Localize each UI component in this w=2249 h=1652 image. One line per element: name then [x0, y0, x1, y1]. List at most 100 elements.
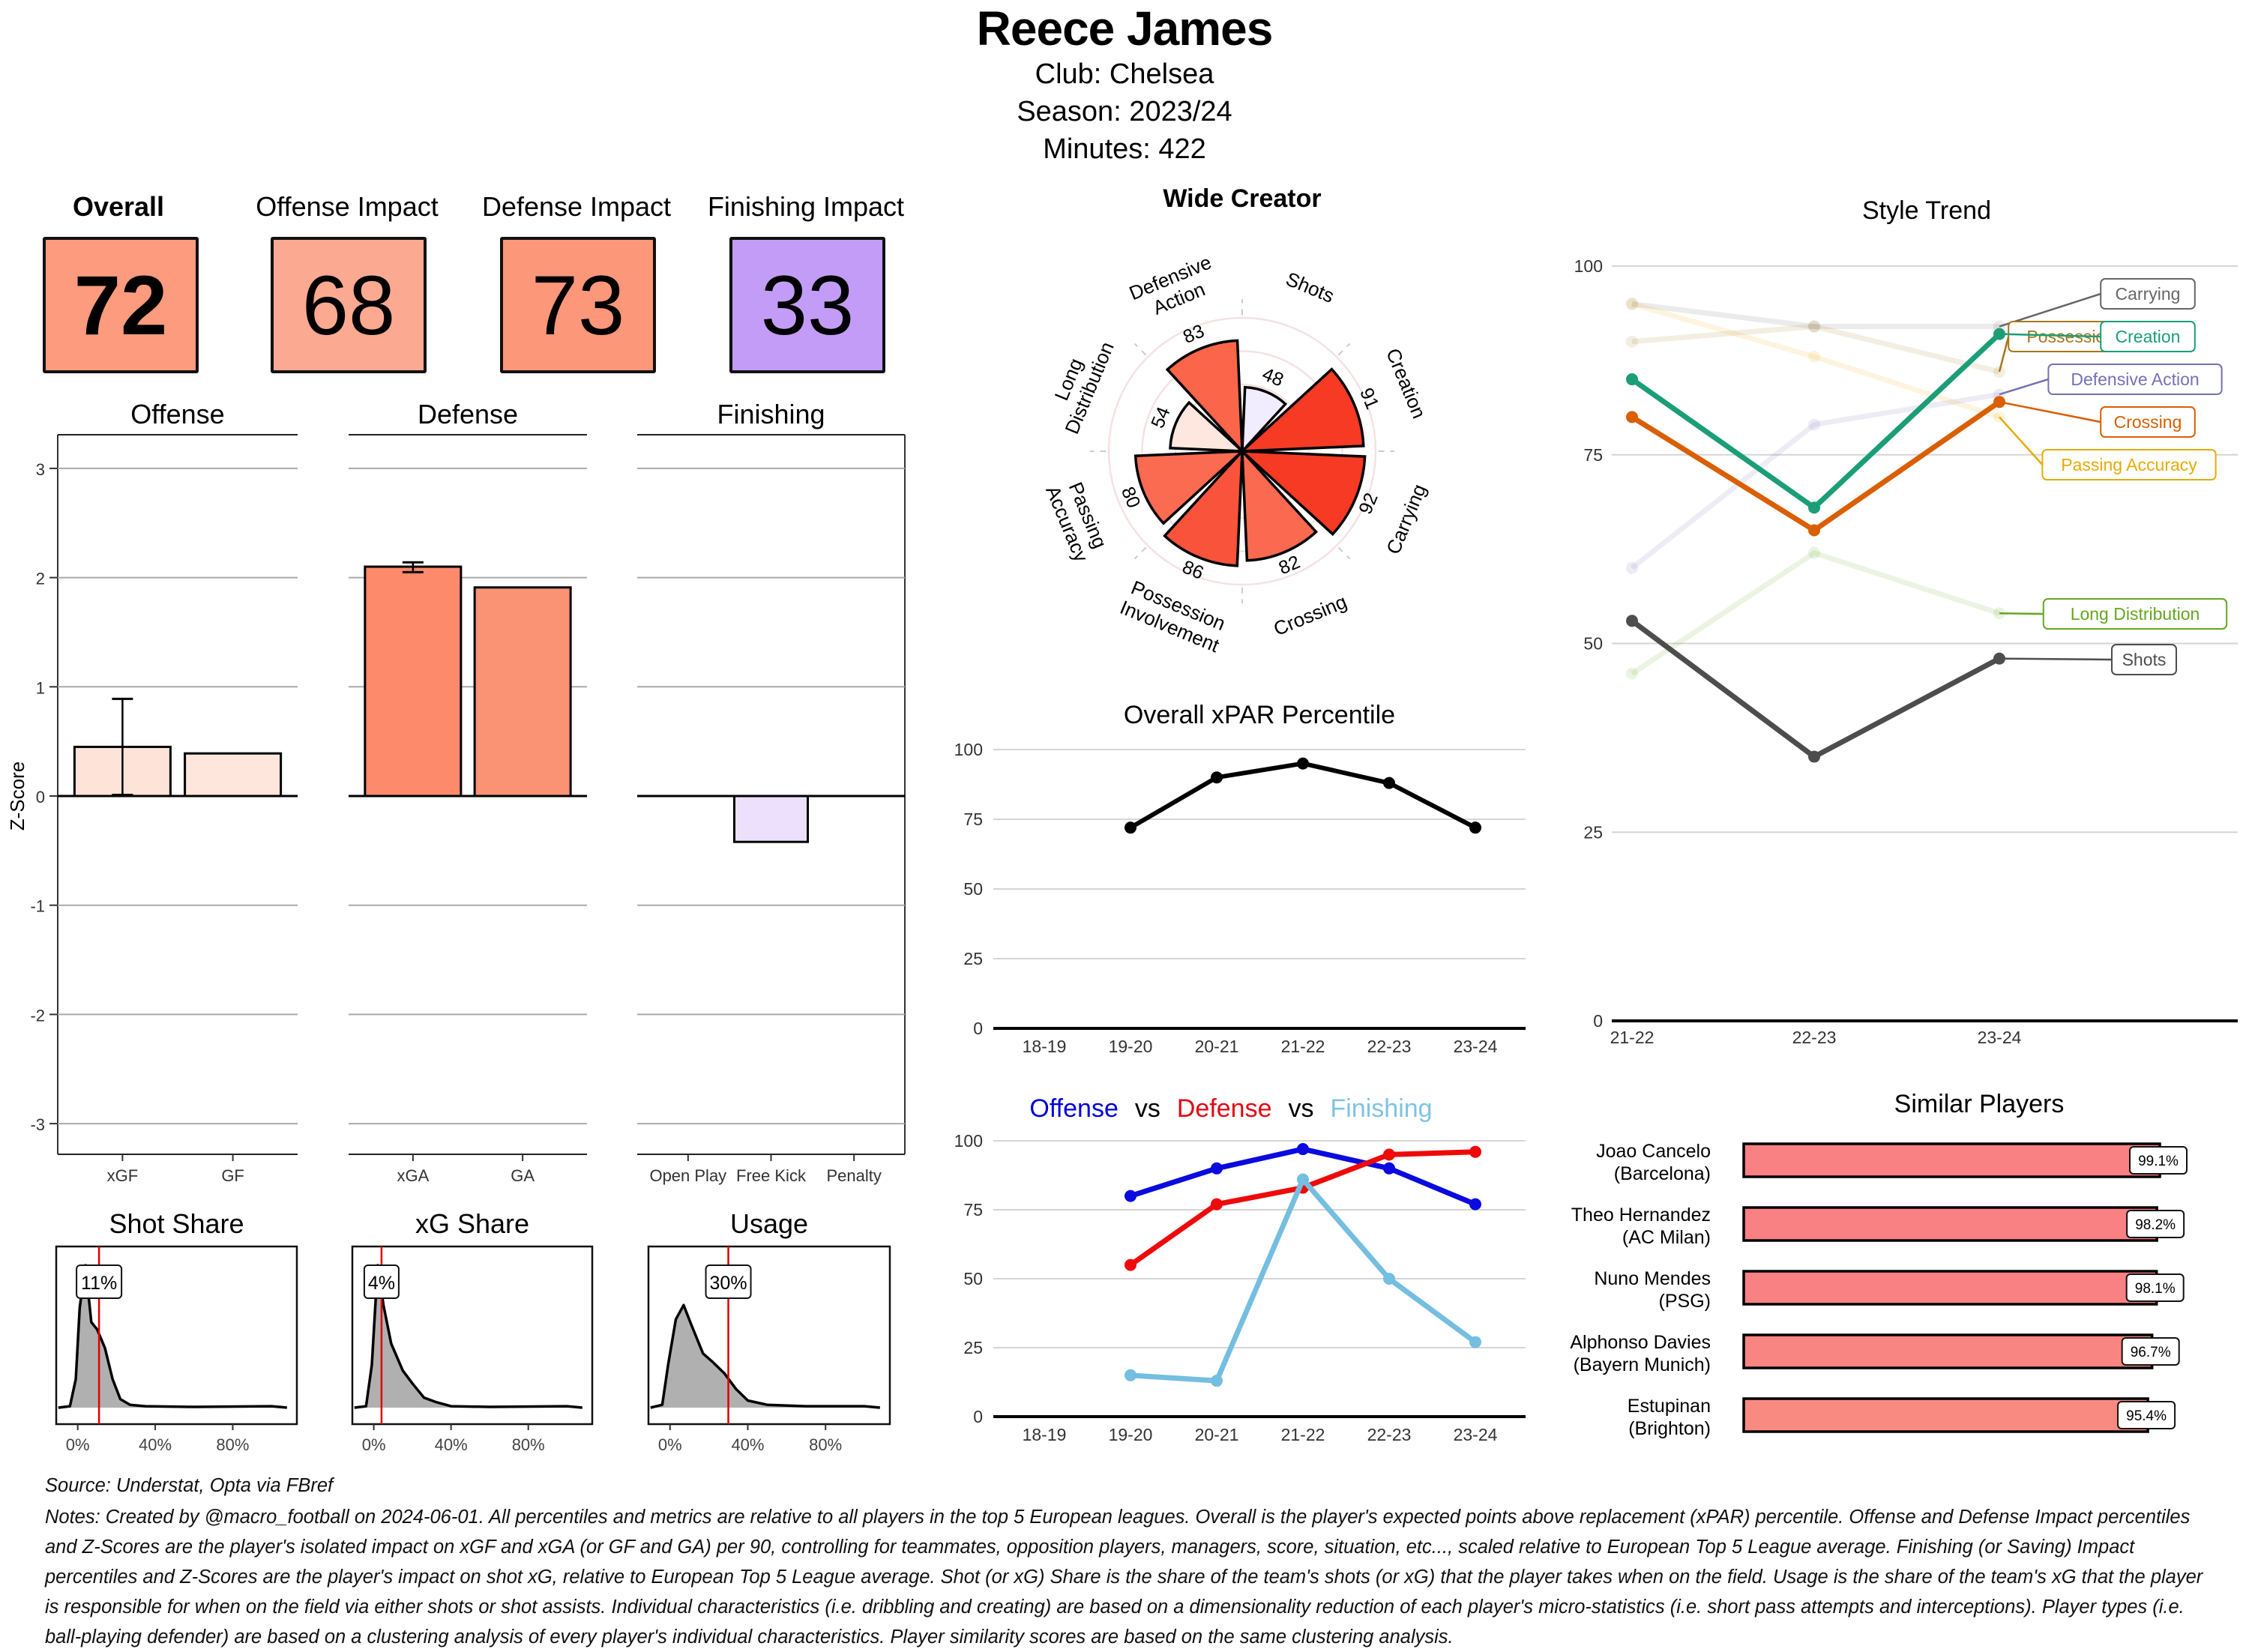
trend-point: [1808, 524, 1820, 537]
trend-label-creation: Creation: [2116, 327, 2181, 346]
trend-label-leader: [1999, 378, 2049, 396]
style-trend-chart: Style Trend 0 25 50 75 100 21-22 22-23 23-24 Carr…: [1574, 196, 2238, 1047]
density-area: [58, 1265, 287, 1408]
series-point-finishing: [1297, 1173, 1309, 1186]
trend-label-leader: [1999, 416, 2044, 465]
density-curve: [354, 1264, 582, 1409]
trend-line-passing-accuracy: [1631, 301, 2001, 420]
density-panel-xg-share: xG Share 4% 0% 40% 80%: [351, 1208, 594, 1454]
similar-value-box: [2121, 1337, 2180, 1366]
xtick-label: 0%: [66, 1435, 90, 1454]
trend-line-shots: [1630, 618, 2001, 760]
title-part-offense: Offense: [1029, 1094, 1118, 1123]
trend-label-box: [2100, 278, 2196, 310]
xtick-label: 0%: [658, 1435, 682, 1454]
similar-value-box: [2129, 1146, 2188, 1175]
similar-bar: [1742, 1333, 2154, 1369]
trend-label-box: [2041, 449, 2217, 480]
ytick-label: -1: [30, 897, 45, 916]
charts-canvas: Z-Score -3 -2 -1 0 1 2 3 Offense xGF GF Defense xGA G…: [6, 184, 2238, 1454]
series-point-offense: [1297, 1143, 1309, 1156]
similar-player-club: (AC Milan): [1622, 1227, 1711, 1248]
series-point-defense: [1469, 1145, 1481, 1158]
ytick-label: 50: [963, 1269, 983, 1288]
polar-spoke: [1133, 343, 1147, 356]
polar-spoke: [1337, 343, 1351, 356]
xtick-label: 80%: [809, 1435, 842, 1454]
similar-value-label: 98.1%: [2135, 1281, 2176, 1297]
series-point-finishing: [1211, 1375, 1223, 1387]
trend-line-carrying: [1631, 301, 1999, 330]
trend-point: [1808, 418, 1820, 431]
polar-category-label: Shots: [1283, 268, 1337, 307]
metric-box-offense-impact: 68: [271, 237, 427, 373]
series-point-offense: [1383, 1162, 1395, 1175]
polar-category-label: PossessionInvolvement: [1117, 575, 1232, 657]
xtick-label: 23-24: [1978, 1028, 2022, 1047]
series-point-finishing: [1383, 1273, 1395, 1285]
xpar-percentile-chart: Overall xPAR Percentile 0 25 50 75 100 18-19 19…: [954, 701, 1526, 1056]
series-point-xpar: [1211, 771, 1223, 784]
trend-label-box: [2047, 364, 2223, 395]
trend-point: [1626, 373, 1638, 386]
series-point-offense: [1211, 1162, 1223, 1175]
polar-value-label: 48: [1259, 364, 1286, 391]
chart-title: Similar Players: [1894, 1090, 2065, 1118]
trend-point: [1626, 561, 1638, 574]
trend-point: [1808, 750, 1820, 763]
xtick-label: Open Play: [649, 1166, 726, 1185]
xtick-label: 21-22: [1281, 1425, 1325, 1444]
trend-point: [1808, 501, 1820, 514]
trend-point: [1626, 298, 1638, 310]
polar-wedge-creation: [1238, 367, 1365, 453]
series-point-defense: [1211, 1198, 1223, 1211]
xtick-label: 19-20: [1109, 1425, 1153, 1444]
trend-label-carrying: Carrying: [2116, 284, 2181, 304]
header: Reece James Club: Chelsea Season: 2023/2…: [0, 0, 2249, 168]
trend-label-leader: [1999, 401, 2101, 423]
trend-label-box: [2100, 321, 2196, 352]
polar-category-label: Creation: [1382, 345, 1430, 421]
ytick-label: 0: [1593, 1011, 1603, 1031]
player-name: Reece James: [976, 1, 1274, 55]
polar-category-line: Shots: [1283, 268, 1337, 307]
series-point-xpar: [1124, 822, 1136, 834]
bar-gf: [184, 752, 283, 798]
panel-title: Shot Share: [109, 1208, 244, 1239]
trend-line-defensive-action: [1630, 391, 2000, 570]
ytick-label: 100: [954, 740, 983, 759]
density-curve: [650, 1303, 880, 1409]
trend-label-leader: [1999, 612, 2044, 615]
xtick-label: 0%: [362, 1435, 386, 1454]
zscore-bar-charts: Z-Score -3 -2 -1 0 1 2 3 Offense xGF GF Defense xGA G…: [6, 399, 906, 1185]
marker-label-box: [76, 1264, 123, 1299]
xtick-label: xGF: [107, 1166, 139, 1185]
similar-player-name: Joao Cancelo: [1596, 1141, 1711, 1162]
ytick-label: 25: [1583, 822, 1603, 842]
trend-label-box: [2111, 644, 2177, 675]
trend-point: [1626, 335, 1638, 348]
similar-value-label: 95.4%: [2126, 1408, 2167, 1424]
trend-label-box: [2042, 598, 2228, 630]
series-point-finishing: [1124, 1369, 1136, 1381]
trend-point: [1808, 320, 1820, 333]
marker-label: 30%: [710, 1273, 747, 1294]
density-curve: [58, 1264, 287, 1409]
title-part-finishing: Finishing: [1331, 1094, 1433, 1123]
xtick-label: 80%: [512, 1435, 545, 1454]
trend-line-long-distribution: [1631, 550, 2001, 676]
polar-wedge-passing-accuracy: [1133, 450, 1246, 525]
polar-category-label: Carrying: [1382, 480, 1430, 557]
ytick-label: -2: [30, 1006, 45, 1025]
similar-player-name: Theo Hernandez: [1571, 1205, 1711, 1226]
ytick-label: 2: [36, 570, 45, 588]
similar-value-label: 99.1%: [2138, 1154, 2179, 1169]
title-part-defense: Defense: [1177, 1094, 1272, 1123]
title-part-vs: vs: [1289, 1094, 1314, 1123]
chart-title: Style Trend: [1862, 196, 1991, 225]
marker-label-box: [705, 1264, 752, 1299]
xtick-label: 22-23: [1792, 1028, 1837, 1047]
density-area: [650, 1305, 880, 1408]
panel-title: Offense: [130, 399, 224, 429]
